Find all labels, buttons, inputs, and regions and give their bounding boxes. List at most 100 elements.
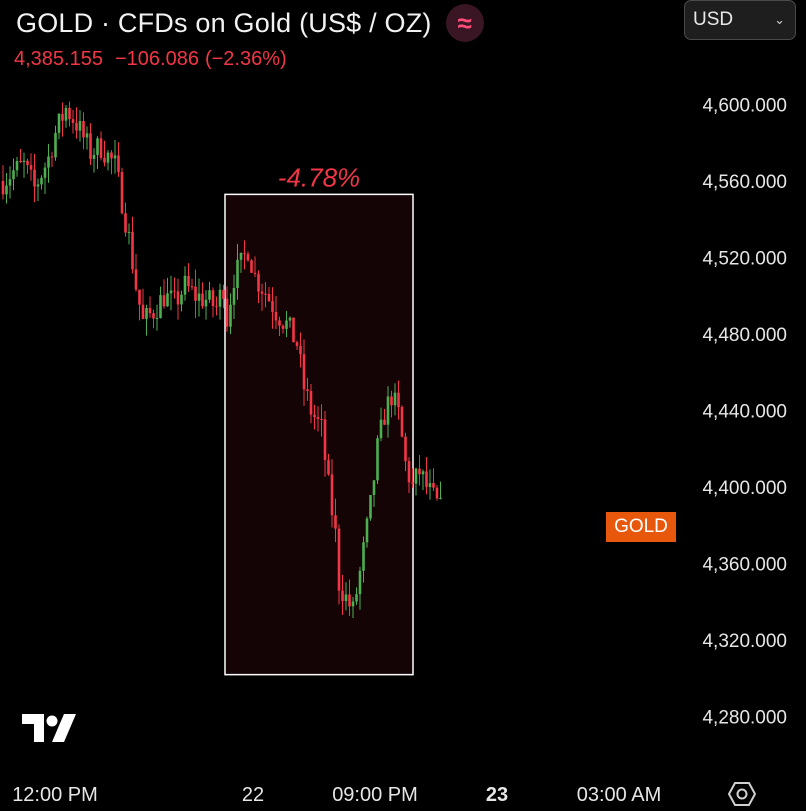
candle-body xyxy=(113,155,117,159)
candle-body xyxy=(145,308,148,319)
candle-body xyxy=(411,482,414,484)
candle-body xyxy=(155,317,159,319)
y-axis[interactable]: 4,280.000 4,320.000 4,360.000 4,400.000 4,44… xyxy=(702,95,787,728)
candle-body xyxy=(183,275,187,295)
candle-body xyxy=(323,419,327,461)
candle-body xyxy=(306,389,309,392)
chart-header: GOLD · CFDs on Gold (US$ / OZ) ≈ xyxy=(16,4,484,42)
candle-body xyxy=(313,414,316,418)
candle-body xyxy=(180,294,183,305)
candle-body xyxy=(138,289,141,305)
candle-body xyxy=(309,391,313,415)
candle-body xyxy=(355,594,358,602)
tradingview-logo[interactable] xyxy=(20,712,78,746)
candle-body xyxy=(260,291,264,294)
candle-body xyxy=(372,480,376,495)
candle-body xyxy=(341,590,344,602)
candle-body xyxy=(285,320,288,329)
candle-body xyxy=(194,286,197,301)
y-tick-label: 4,560.000 xyxy=(702,172,787,193)
price-change-percent: (−2.36%) xyxy=(204,48,287,70)
candle-body xyxy=(425,471,428,488)
candle-body xyxy=(75,122,78,131)
candle-body xyxy=(120,171,124,214)
candle-body xyxy=(12,170,15,180)
candle-body xyxy=(26,160,29,166)
candle-body xyxy=(204,299,208,307)
delayed-data-icon[interactable]: ≈ xyxy=(445,4,484,42)
chart-settings-icon[interactable] xyxy=(728,780,756,808)
candle-body xyxy=(386,396,390,425)
candle-body xyxy=(36,184,40,187)
candle-body xyxy=(57,113,61,133)
candle-body xyxy=(330,474,334,516)
candle-body xyxy=(169,290,173,294)
candle-body xyxy=(131,231,134,270)
currency-value: USD xyxy=(693,9,734,30)
measure-label: -4.78% xyxy=(278,162,360,192)
candle-body xyxy=(222,289,225,299)
candle-body xyxy=(432,483,435,488)
candle-body xyxy=(8,179,12,186)
candle-body xyxy=(327,460,330,475)
candle-body xyxy=(316,417,320,419)
y-tick-label: 4,600.000 xyxy=(702,95,787,116)
candle-body xyxy=(187,275,190,287)
candle-body xyxy=(439,498,442,500)
candle-body xyxy=(414,468,418,484)
candle-body xyxy=(257,273,260,292)
candle-body xyxy=(365,518,369,543)
candle-body xyxy=(271,301,274,312)
x-tick-label: 09:00 PM xyxy=(332,784,418,806)
candle-body xyxy=(239,252,243,260)
candle-body xyxy=(117,155,120,172)
candle-body xyxy=(404,436,407,462)
candle-body xyxy=(61,113,64,121)
candle-body xyxy=(274,311,278,321)
candle-body xyxy=(47,156,50,168)
candle-body xyxy=(243,252,246,254)
candle-body xyxy=(29,165,33,170)
candle-body xyxy=(78,121,82,131)
measure-box[interactable] xyxy=(224,193,414,676)
candle-body xyxy=(281,325,285,329)
candle-body xyxy=(344,594,348,602)
candle-body xyxy=(288,317,292,321)
candle-body xyxy=(22,160,26,163)
candle-body xyxy=(89,133,92,159)
currency-dropdown[interactable]: USD ⌄ xyxy=(684,0,796,40)
candles-group xyxy=(1,101,442,619)
candle-body xyxy=(71,119,75,123)
candle-body xyxy=(397,392,400,407)
candle-body xyxy=(351,601,355,607)
candle-body xyxy=(393,392,397,406)
candle-body xyxy=(99,138,103,158)
candle-body xyxy=(428,483,432,488)
candle-body xyxy=(103,157,106,163)
candle-body xyxy=(337,528,341,591)
price-readout: 4,385.155 −106.086 (−2.36%) xyxy=(14,48,287,71)
symbol-price-tag: GOLD xyxy=(606,512,676,542)
candle-body xyxy=(334,515,337,529)
candle-body xyxy=(96,138,99,155)
candle-body xyxy=(232,288,236,305)
candle-body xyxy=(264,293,267,295)
candle-body xyxy=(348,594,351,607)
candle-body xyxy=(299,345,302,355)
last-price: 4,385.155 xyxy=(14,48,103,70)
candle-body xyxy=(141,304,145,319)
candle-body xyxy=(85,133,89,138)
candle-body xyxy=(40,177,43,185)
candle-body xyxy=(173,290,176,292)
candle-body xyxy=(68,107,71,120)
candle-body xyxy=(435,487,439,499)
candle-body xyxy=(5,185,8,195)
candle-body xyxy=(400,406,404,437)
candle-body xyxy=(162,295,166,307)
candle-body xyxy=(292,317,295,343)
x-axis[interactable]: 12:00 PM 22 09:00 PM 23 03:00 AM xyxy=(12,784,661,806)
candle-body xyxy=(64,107,68,121)
candle-body xyxy=(236,259,239,289)
candle-body xyxy=(246,253,250,261)
